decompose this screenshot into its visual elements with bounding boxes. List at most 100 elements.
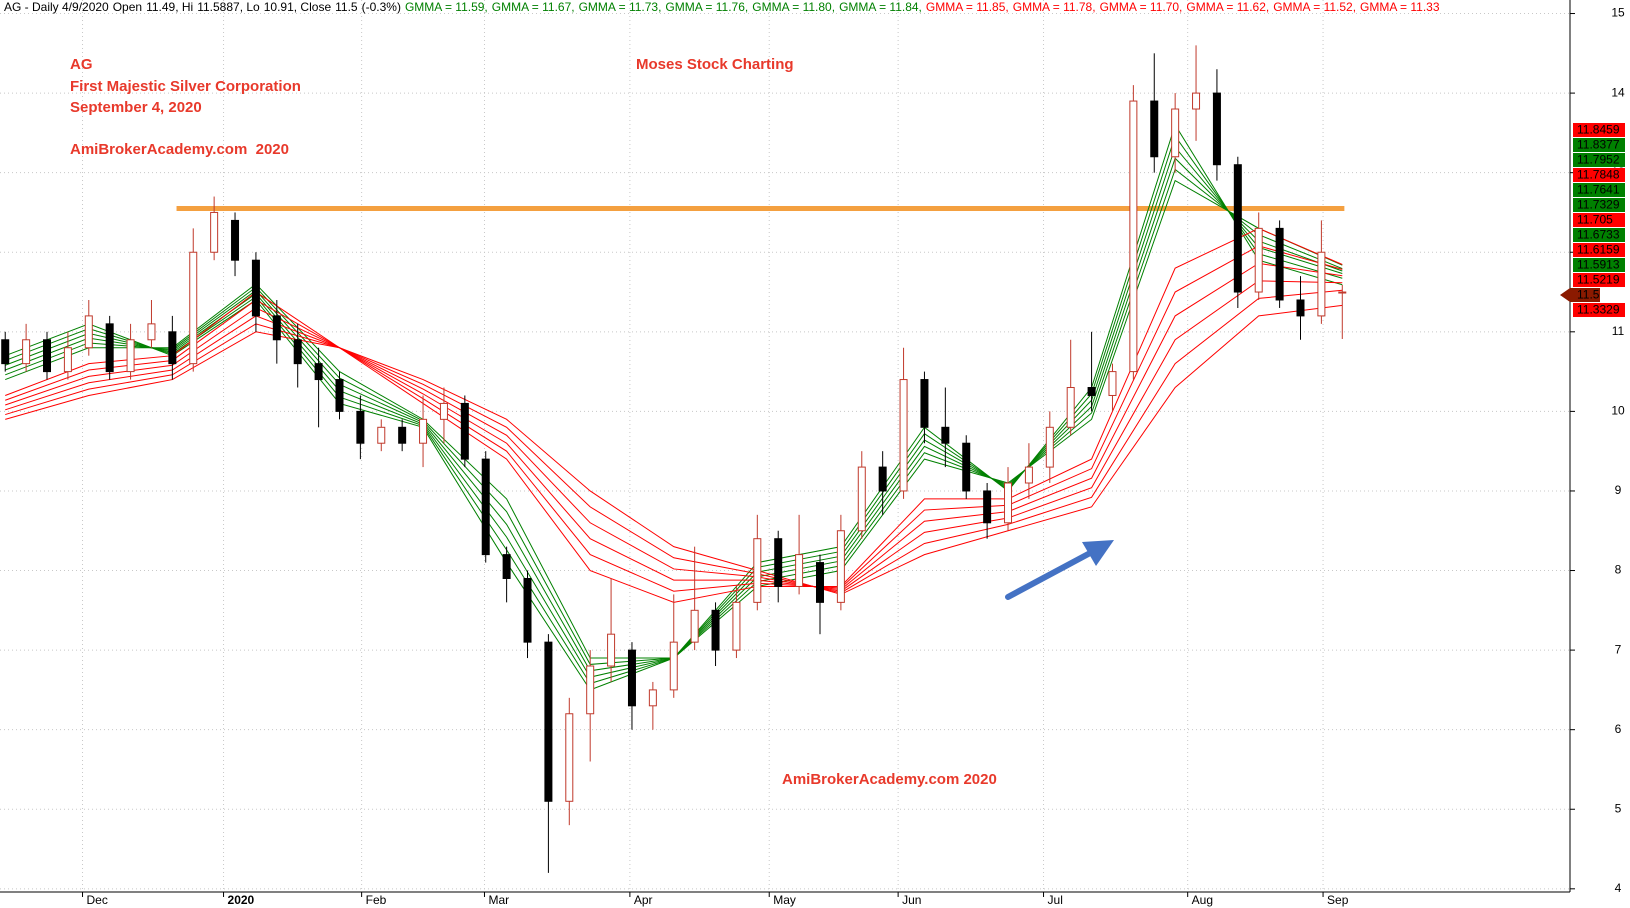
y-tick-label: 9 <box>1615 483 1622 497</box>
x-tick-label: Jul <box>1048 893 1063 907</box>
legend-entry: GMMA = 11.80, <box>752 0 835 14</box>
ohlc-label: , Close <box>294 0 332 14</box>
legend-entry: GMMA = 11.78, <box>1013 0 1096 14</box>
candle-body <box>272 315 281 341</box>
ohlc-value: 10.91 <box>264 0 294 14</box>
legend-entry: GMMA = 11.33 <box>1360 0 1440 14</box>
price-tag <box>1573 243 1625 257</box>
candle-body <box>732 601 741 651</box>
candle-body <box>1108 371 1117 396</box>
candle-body <box>84 315 93 349</box>
candle-body <box>1024 466 1033 484</box>
legend-entry: GMMA = 11.73, <box>579 0 662 14</box>
price-tag-label: 11.5913 <box>1577 258 1620 272</box>
ohlc-label: Open <box>113 0 142 14</box>
y-tick-label: 15 <box>1611 6 1625 20</box>
y-tick-label: 6 <box>1615 722 1622 736</box>
candle-body <box>1045 426 1054 468</box>
candle-body <box>1171 108 1180 158</box>
header: AG - Daily 4/9/2020 Open 11.49, Hi 11.5887,… <box>4 0 1440 14</box>
candle-body <box>251 259 260 317</box>
annotation: AG <box>70 56 93 73</box>
y-tick-label: 5 <box>1615 801 1622 815</box>
x-tick-label: Sep <box>1327 893 1349 907</box>
price-tag <box>1573 123 1625 137</box>
price-tag <box>1573 273 1625 287</box>
annotation: AmiBrokerAcademy.com 2020 <box>70 141 289 158</box>
candle-body <box>774 538 783 587</box>
candle-body <box>126 339 135 373</box>
candle-body <box>1233 164 1242 293</box>
candle-body <box>1317 251 1326 317</box>
price-tag-label: 11.7848 <box>1577 168 1620 182</box>
candle-body <box>1129 100 1138 373</box>
candle-body <box>941 426 950 444</box>
candle-body <box>502 554 511 579</box>
gmma-line <box>5 245 1343 592</box>
close-marker <box>1560 288 1600 302</box>
candle-body <box>627 649 636 707</box>
ohlc-label: , Hi <box>175 0 193 14</box>
x-tick-label: Apr <box>634 893 653 907</box>
price-tag <box>1573 228 1625 242</box>
candle-body <box>795 554 804 587</box>
candle-body <box>1212 92 1221 166</box>
candle-body <box>377 426 386 444</box>
price-tag-label: 11.6733 <box>1577 228 1620 242</box>
price-tag-label: 11.6159 <box>1577 243 1620 257</box>
candle-body <box>335 379 344 412</box>
candle-body <box>983 490 992 524</box>
price-tag-label: 11.8377 <box>1577 138 1620 152</box>
price-tag-label: 11.3329 <box>1577 303 1620 317</box>
price-tag-label: 11.8459 <box>1577 123 1620 137</box>
candle-body <box>920 379 929 428</box>
price-tag-label: 11.5 <box>1577 288 1600 302</box>
candle-body <box>1 339 10 365</box>
price-tag <box>1573 168 1625 182</box>
candle-body <box>669 641 678 691</box>
candle-body <box>711 609 720 651</box>
candle-body <box>43 339 52 373</box>
legend-entry: GMMA = 11.76, <box>665 0 748 14</box>
candle-body <box>690 609 699 643</box>
annotation: Moses Stock Charting <box>636 56 794 73</box>
y-tick-label: 10 <box>1611 404 1625 418</box>
candle-body <box>481 458 490 556</box>
candle-body <box>231 219 240 261</box>
annotation: First Majestic Silver Corporation <box>70 78 301 95</box>
candle-body <box>293 339 302 365</box>
gmma-line <box>5 179 1343 659</box>
price-tag <box>1573 183 1625 197</box>
candle-body <box>648 689 657 707</box>
gmma-line <box>5 304 1343 595</box>
y-tick-label: 11 <box>1612 324 1625 338</box>
candle-body <box>439 402 448 420</box>
candle-body <box>1275 227 1284 301</box>
gmma-line <box>5 157 1343 672</box>
price-tag-label: 11.5219 <box>1577 273 1620 287</box>
candle-body <box>398 426 407 444</box>
trend-arrow <box>1005 540 1114 600</box>
legend-entry: GMMA = 11.70, <box>1100 0 1183 14</box>
candle-body <box>147 323 156 341</box>
candle-body <box>460 402 469 460</box>
candle-body <box>544 641 553 802</box>
legend-entry: GMMA = 11.67, <box>492 0 575 14</box>
candle-body <box>419 418 428 444</box>
price-tag <box>1573 138 1625 152</box>
price-tag <box>1573 198 1625 212</box>
candle-body <box>314 363 323 381</box>
candle-body <box>836 530 845 603</box>
x-tick-label: Aug <box>1192 893 1213 907</box>
candle-body <box>607 633 616 667</box>
candle-body <box>1066 387 1075 428</box>
candle-body <box>1296 299 1305 317</box>
y-tick-label: 8 <box>1615 563 1622 577</box>
candle-body <box>565 713 574 802</box>
candle-body <box>586 665 595 715</box>
header-title: AG - Daily 4/9/2020 <box>4 0 109 14</box>
candle-body <box>815 562 824 603</box>
ohlc-value: 11.5887 <box>197 0 240 14</box>
candle-body <box>1254 227 1263 293</box>
candle-body <box>523 577 532 643</box>
